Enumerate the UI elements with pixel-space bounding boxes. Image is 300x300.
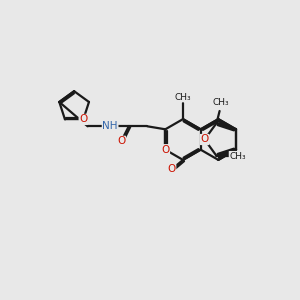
- Text: O: O: [161, 145, 170, 155]
- Text: O: O: [79, 114, 87, 124]
- Text: NH: NH: [102, 121, 118, 131]
- Text: O: O: [200, 134, 209, 145]
- Text: CH₃: CH₃: [229, 152, 246, 160]
- Text: O: O: [167, 164, 176, 175]
- Text: CH₃: CH₃: [213, 98, 230, 107]
- Text: CH₃: CH₃: [175, 93, 191, 102]
- Text: O: O: [117, 136, 125, 146]
